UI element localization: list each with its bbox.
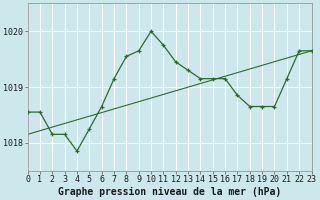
- X-axis label: Graphe pression niveau de la mer (hPa): Graphe pression niveau de la mer (hPa): [58, 186, 281, 197]
